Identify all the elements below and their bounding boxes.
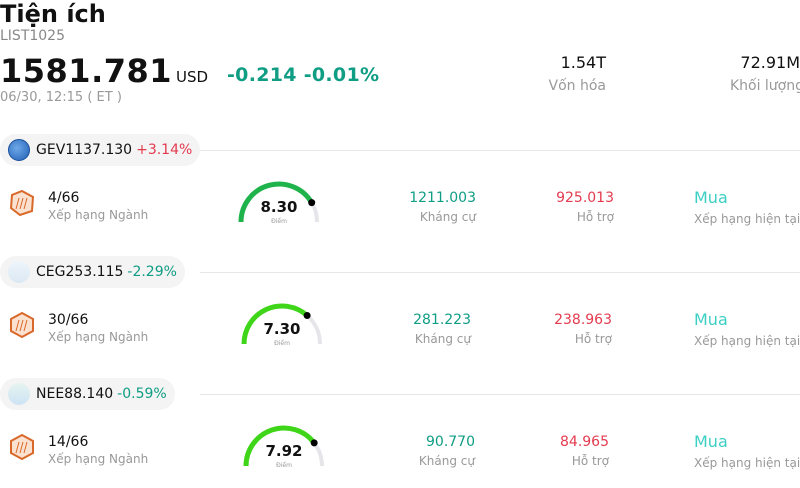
- index-price: 1581.781: [0, 52, 173, 90]
- ticker-chip[interactable]: GEV 1137.130 +3.14%: [0, 134, 201, 166]
- industry-rank-label: Xếp hạng Ngành: [48, 330, 149, 344]
- ticker-symbol: CEG: [36, 264, 66, 280]
- gauge-fill: [243, 425, 317, 467]
- constellation-logo-icon: [8, 261, 30, 283]
- industry-rank-label: Xếp hạng Ngành: [48, 452, 149, 466]
- current-rating-label: Xếp hạng hiện tại: [694, 212, 800, 226]
- ticker-price: 253.115: [65, 264, 124, 280]
- industry-rank-value: 14/66: [48, 434, 89, 450]
- current-rating: Mua: [694, 432, 728, 451]
- ticker-price: 88.140: [64, 386, 114, 402]
- ticker-chip[interactable]: CEG 253.115 -2.29%: [0, 256, 185, 288]
- row-divider: [200, 394, 800, 395]
- support-value: 238.963: [554, 312, 612, 328]
- ticker-symbol: GEV: [36, 142, 66, 158]
- industry-rank-icon: [9, 189, 35, 217]
- resistance-label: Kháng cự: [419, 210, 476, 224]
- resistance-value: 1211.003: [409, 190, 476, 206]
- industry-rank-icon: [10, 433, 34, 461]
- gauge-fill: [238, 181, 314, 223]
- current-rating-label: Xếp hạng hiện tại: [694, 456, 800, 470]
- ticker-price: 1137.130: [65, 142, 133, 158]
- ge-logo-icon: [8, 139, 30, 161]
- support-value: 925.013: [556, 190, 614, 206]
- score-gauge: [241, 303, 322, 345]
- row-divider: [200, 272, 800, 273]
- market-cap-value: 1.54T: [560, 53, 606, 72]
- list-code: LIST1025: [0, 28, 65, 44]
- current-rating-label: Xếp hạng hiện tại: [694, 334, 800, 348]
- volume-value: 72.91M: [740, 53, 800, 72]
- current-rating: Mua: [694, 188, 728, 207]
- gauge-marker: [303, 311, 311, 319]
- score-caption: Điểm: [271, 218, 287, 225]
- nextera-logo-icon: [8, 383, 30, 405]
- row-divider: [200, 150, 800, 151]
- timestamp: 06/30, 12:15 ( ET ): [0, 90, 122, 105]
- price-change: -0.214 -0.01%: [227, 64, 380, 86]
- gauge-fill: [241, 303, 309, 345]
- gauge-marker: [308, 199, 316, 207]
- page-title: Tiện ích: [0, 0, 106, 28]
- score-gauge: [243, 425, 324, 467]
- ticker-change-pct: +3.14%: [136, 142, 193, 158]
- ticker-chip[interactable]: NEE 88.140 -0.59%: [0, 378, 175, 410]
- score-value: 7.30: [263, 320, 301, 338]
- support-label: Hỗ trợ: [576, 210, 614, 224]
- score-value: 7.92: [265, 442, 303, 460]
- industry-rank-value: 30/66: [48, 312, 89, 328]
- score-caption: Điểm: [276, 462, 292, 469]
- resistance-label: Kháng cự: [414, 332, 471, 346]
- industry-rank-label: Xếp hạng Ngành: [48, 208, 149, 222]
- resistance-value: 281.223: [413, 312, 471, 328]
- industry-rank-value: 4/66: [48, 190, 80, 206]
- volume-label: Khối lượng: [729, 78, 800, 94]
- gauge-marker: [310, 439, 318, 447]
- current-rating: Mua: [694, 310, 728, 329]
- resistance-label: Kháng cự: [418, 454, 475, 468]
- ticker-change-pct: -0.59%: [117, 386, 167, 402]
- score-caption: Điểm: [274, 340, 290, 347]
- ticker-change-pct: -2.29%: [127, 264, 177, 280]
- support-value: 84.965: [560, 434, 609, 450]
- currency-label: USD: [176, 68, 209, 86]
- market-cap-label: Vốn hóa: [548, 78, 606, 94]
- industry-rank-icon: [10, 311, 34, 339]
- support-label: Hỗ trợ: [574, 332, 612, 346]
- ticker-symbol: NEE: [36, 386, 65, 402]
- support-label: Hỗ trợ: [571, 454, 609, 468]
- score-gauge: [238, 181, 319, 223]
- score-value: 8.30: [260, 198, 298, 216]
- resistance-value: 90.770: [426, 434, 475, 450]
